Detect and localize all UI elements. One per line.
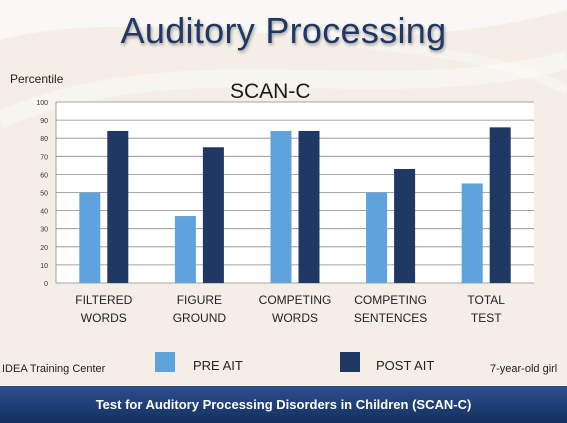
x-category-label: TOTAL bbox=[467, 293, 505, 307]
x-category-label: SENTENCES bbox=[354, 311, 427, 325]
bar-post-ait bbox=[489, 127, 511, 283]
bar-pre-ait bbox=[270, 130, 292, 283]
x-category-label: COMPETING bbox=[354, 293, 427, 307]
y-tick-label: 0 bbox=[44, 281, 48, 288]
y-tick-label: 10 bbox=[40, 263, 48, 270]
y-tick-label: 30 bbox=[40, 227, 48, 234]
slide-title: Auditory Processing bbox=[120, 10, 447, 51]
y-tick-label: 20 bbox=[40, 245, 48, 252]
x-category-label: FIGURE bbox=[177, 293, 222, 307]
legend-label-pre-ait: PRE AIT bbox=[193, 358, 243, 373]
x-category-label: TEST bbox=[471, 311, 502, 325]
legend-label-post-ait: POST AIT bbox=[376, 358, 435, 373]
bar-post-ait bbox=[107, 130, 129, 283]
chart-title: SCAN-C bbox=[230, 80, 311, 103]
x-category-label: FILTERED bbox=[75, 293, 132, 307]
y-axis-title: Percentile bbox=[10, 72, 64, 86]
footer-organization: IDEA Training Center bbox=[2, 363, 106, 375]
y-tick-label: 80 bbox=[40, 136, 48, 143]
bar-pre-ait bbox=[366, 192, 388, 283]
y-tick-label: 60 bbox=[40, 172, 48, 179]
legend-swatch-post-ait bbox=[340, 352, 360, 372]
x-category-label: WORDS bbox=[272, 311, 318, 325]
legend-swatch-pre-ait bbox=[155, 352, 175, 372]
bar-pre-ait bbox=[174, 216, 196, 283]
bar-post-ait bbox=[394, 168, 416, 283]
x-category-label: WORDS bbox=[81, 311, 127, 325]
bar-chart: 0 10 20 30 40 50 60 70 80 90 100 FILTERED WORDS FIGUR… bbox=[36, 100, 534, 325]
y-tick-label: 100 bbox=[36, 100, 48, 107]
bar-pre-ait bbox=[461, 183, 483, 283]
x-category-label: COMPETING bbox=[259, 293, 332, 307]
bottom-banner: Test for Auditory Processing Disorders i… bbox=[0, 386, 567, 423]
x-category-label: GROUND bbox=[173, 311, 227, 325]
y-tick-label: 90 bbox=[40, 118, 48, 125]
y-tick-label: 40 bbox=[40, 209, 48, 216]
bar-pre-ait bbox=[79, 192, 101, 283]
bar-post-ait bbox=[298, 130, 320, 283]
footer-subject-note: 7-year-old girl bbox=[490, 363, 558, 375]
bar-post-ait bbox=[202, 147, 224, 283]
y-tick-label: 70 bbox=[40, 154, 48, 161]
y-tick-label: 50 bbox=[40, 191, 48, 198]
bottom-banner-text: Test for Auditory Processing Disorders i… bbox=[95, 397, 472, 412]
